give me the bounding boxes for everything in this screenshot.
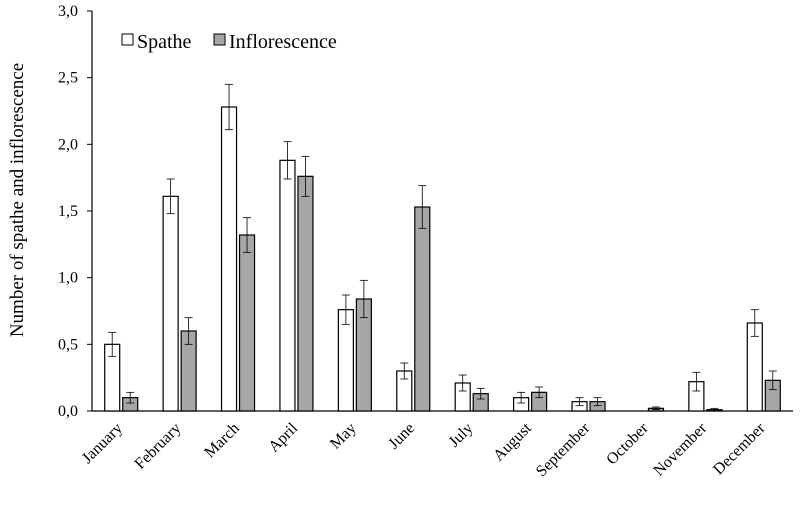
bar-inflorescence-june	[414, 206, 431, 412]
x-tick-label: October	[603, 419, 652, 468]
legend: Spathe Inflorescence	[121, 31, 337, 53]
x-tick-label: May	[327, 420, 360, 453]
bar-inflorescence-april	[297, 175, 314, 412]
x-tick-label: June	[385, 420, 418, 453]
x-tick-label: March	[201, 420, 243, 462]
y-tick-label: 0,0	[58, 403, 78, 420]
legend-swatch-spathe	[121, 33, 134, 46]
y-tick-label: 3,0	[58, 3, 78, 20]
legend-label-inflorescence: Inflorescence	[229, 31, 337, 53]
y-tick-label: 0,5	[58, 336, 78, 353]
bar-spathe-may	[337, 309, 354, 412]
x-tick-label: August	[490, 419, 535, 464]
y-tick-label: 2,5	[58, 70, 78, 87]
bars	[104, 83, 781, 412]
bar-spathe-february	[162, 195, 179, 412]
x-tick-label: September	[533, 419, 594, 480]
legend-label-spathe: Spathe	[137, 31, 192, 53]
x-tick-label: December	[710, 419, 769, 478]
x-tick-label: July	[446, 420, 477, 451]
legend-swatch-inflorescence	[213, 33, 226, 46]
x-tick-label: February	[132, 420, 185, 473]
x-tick-label: January	[79, 420, 126, 467]
y-tick-label: 1,0	[58, 270, 78, 287]
axes	[87, 10, 793, 412]
y-tick-label: 2,0	[58, 136, 78, 153]
bar-spathe-march	[220, 106, 238, 412]
bar-inflorescence-march	[238, 234, 256, 412]
y-axis-title: Number of spathe and inflorescence	[7, 63, 28, 337]
bar-spathe-april	[279, 159, 296, 412]
y-tick-label: 1,5	[58, 203, 78, 220]
x-tick-label: April	[265, 419, 301, 455]
x-tick-label: November	[650, 419, 710, 479]
